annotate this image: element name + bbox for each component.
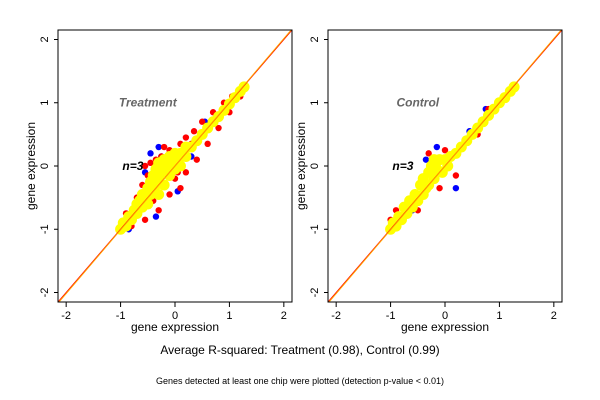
x-tick-label: -1 (386, 310, 396, 322)
data-point (425, 150, 432, 157)
y-tick-label: -2 (309, 288, 321, 298)
data-point (142, 198, 154, 210)
y-tick-label: -1 (39, 224, 51, 234)
data-point (155, 143, 162, 151)
data-point (190, 128, 198, 135)
footnote: Genes detected at least one chip were pl… (156, 376, 444, 386)
data-point (160, 143, 168, 151)
x-tick-label: 2 (281, 310, 287, 322)
n-label: n=3 (122, 159, 143, 173)
y-tick-label: 1 (309, 100, 321, 106)
data-point (238, 81, 250, 93)
data-point (199, 118, 206, 125)
panel-label: Control (396, 96, 439, 110)
y-tick-label: -2 (39, 288, 51, 298)
data-point (433, 143, 441, 151)
x-axis-label: gene expression (131, 320, 219, 334)
data-point (204, 140, 211, 148)
data-point (141, 216, 149, 223)
data-point (147, 159, 154, 167)
data-point (141, 162, 149, 170)
data-point (147, 150, 154, 157)
panel-label: Treatment (119, 96, 178, 110)
data-point (436, 184, 443, 192)
data-point (215, 124, 222, 132)
y-axis-label: gene expression (24, 122, 38, 210)
x-axis-label: gene expression (401, 320, 489, 334)
data-point (158, 179, 170, 191)
data-point (174, 160, 186, 172)
data-point (153, 188, 165, 200)
y-tick-label: 2 (309, 36, 321, 42)
n-label: n=3 (392, 159, 413, 173)
data-point (155, 207, 162, 214)
data-point (180, 151, 192, 163)
x-tick-label: -2 (61, 310, 71, 322)
caption: Average R-squared: Treatment (0.98), Con… (160, 343, 440, 357)
y-tick-label: -1 (309, 224, 321, 234)
y-tick-label: 0 (39, 163, 51, 169)
y-tick-label: 0 (309, 163, 321, 169)
reference-line (328, 30, 562, 302)
y-tick-label: 1 (39, 100, 51, 106)
data-point (452, 172, 460, 179)
data-point (508, 81, 520, 93)
data-point (152, 213, 160, 220)
x-tick-label: 2 (551, 310, 557, 322)
data-point (452, 184, 460, 192)
data-point (422, 156, 430, 163)
x-tick-label: -1 (116, 310, 126, 322)
x-tick-label: 0 (172, 310, 178, 322)
data-point (182, 169, 190, 176)
panel-treatment: -2 -1 0 1 2 -2 -1 0 1 2 gene expression gene expres… (24, 29, 293, 334)
x-tick-label: -2 (331, 310, 341, 322)
data-point (166, 191, 173, 198)
y-axis-label: gene expression (294, 122, 308, 210)
data-point (182, 134, 190, 141)
data-point (177, 184, 184, 192)
data-point (442, 160, 454, 172)
data-point (441, 146, 449, 154)
data-point (193, 156, 200, 163)
x-tick-label: 1 (226, 310, 232, 322)
y-tick-label: 2 (39, 36, 51, 42)
x-tick-label: 0 (442, 310, 448, 322)
x-tick-label: 1 (496, 310, 502, 322)
reference-line (58, 30, 292, 302)
panel-control: -2 -1 0 1 2 -2 -1 0 1 2 gene expression gene expres… (294, 29, 563, 334)
